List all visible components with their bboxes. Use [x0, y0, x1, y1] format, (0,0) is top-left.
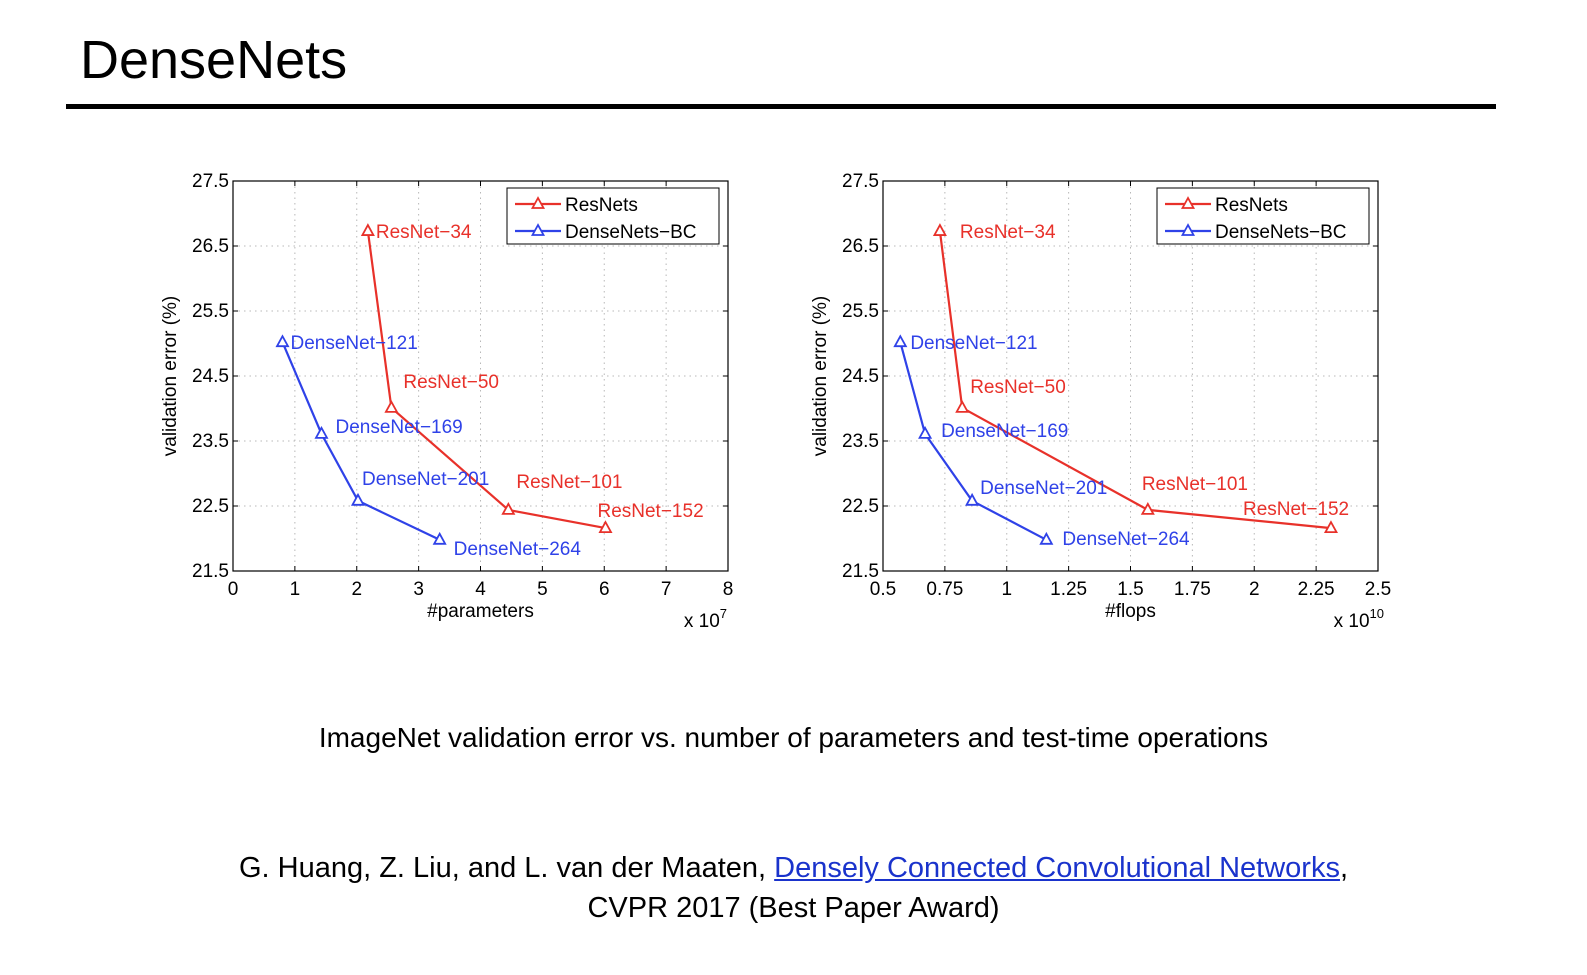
data-point-marker	[360, 223, 375, 236]
x-tick-label: 2	[1249, 579, 1260, 600]
x-tick-label: 7	[661, 579, 672, 600]
x-tick-label: 1	[1001, 579, 1012, 600]
series-line-densenets	[281, 341, 441, 541]
data-point-label: ResNet−101	[1142, 474, 1248, 495]
y-tick-label: 25.5	[192, 301, 229, 322]
y-tick-label: 21.5	[192, 561, 229, 582]
y-tick-label: 23.5	[842, 431, 879, 452]
x-tick-label: 5	[537, 579, 548, 600]
data-point-marker	[1039, 531, 1054, 545]
data-point-label: DenseNet−169	[335, 417, 462, 438]
data-point-label: DenseNet−264	[1062, 529, 1190, 550]
citation-venue: CVPR 2017 (Best Paper Award)	[587, 892, 1000, 924]
y-axis-label: validation error (%)	[810, 296, 831, 457]
legend-marker	[1180, 223, 1196, 236]
data-point-marker	[1323, 520, 1338, 534]
figure-caption: ImageNet validation error vs. number of …	[318, 722, 1269, 753]
data-point-label: ResNet−50	[970, 377, 1066, 398]
data-point-marker	[598, 520, 613, 534]
x-axis-label: #flops	[1105, 601, 1156, 622]
x-tick-label: 0.5	[870, 579, 896, 600]
data-point-marker	[350, 492, 366, 506]
data-point-marker	[965, 492, 980, 506]
x-multiplier-label: x 1010	[1334, 606, 1384, 632]
x-tick-label: 3	[413, 579, 424, 600]
x-tick-label: 1	[290, 579, 301, 600]
data-point-marker	[432, 531, 447, 545]
y-tick-label: 27.5	[192, 171, 229, 192]
x-tick-label: 4	[475, 579, 486, 600]
y-tick-label: 24.5	[842, 366, 879, 387]
y-tick-label: 21.5	[842, 561, 879, 582]
data-point-label: ResNet−152	[597, 501, 703, 522]
x-multiplier-label: x 107	[684, 606, 727, 632]
legend-label: ResNets	[1215, 195, 1288, 216]
data-point-label: DenseNet−201	[980, 478, 1107, 499]
x-tick-label: 6	[599, 579, 610, 600]
x-tick-label: 1.5	[1117, 579, 1143, 600]
y-tick-label: 22.5	[842, 496, 879, 517]
data-point-label: DenseNet−121	[910, 333, 1037, 354]
legend-label: DenseNets−BC	[565, 222, 696, 243]
slide-title: DenseNets	[80, 30, 348, 90]
chart-flops: 0.5 0.75 1 1.25 1.5 1.75 2 2.25 2.5 21.5 22.5 23.5 2…	[810, 171, 1391, 632]
data-point-label: ResNet−101	[516, 472, 622, 493]
paper-link[interactable]: Densely Connected Convolutional Networks	[774, 852, 1340, 884]
data-point-label: ResNet−50	[403, 372, 499, 393]
citation-line-1: G. Huang, Z. Liu, and L. van der Maaten,…	[0, 848, 1587, 888]
data-point-label: DenseNet−169	[941, 421, 1068, 442]
series-line-resnets	[938, 230, 1332, 530]
y-tick-label: 23.5	[192, 431, 229, 452]
x-tick-label: 1.25	[1050, 579, 1087, 600]
x-axis-label: #parameters	[427, 601, 534, 622]
x-tick-label: 0.75	[926, 579, 963, 600]
legend-marker	[1180, 196, 1196, 209]
legend-marker	[530, 223, 546, 236]
series-line-densenets	[899, 341, 1047, 541]
data-point-marker	[932, 223, 947, 236]
data-point-marker	[918, 425, 933, 439]
citation-comma: ,	[1339, 852, 1349, 884]
citation: G. Huang, Z. Liu, and L. van der Maaten,…	[0, 848, 1587, 928]
title-divider	[66, 104, 1496, 109]
citation-authors: G. Huang, Z. Liu, and L. van der Maaten,	[238, 852, 775, 884]
y-tick-label: 26.5	[842, 236, 879, 257]
y-tick-label: 26.5	[192, 236, 229, 257]
series-line-resnets	[366, 230, 606, 530]
x-tick-label: 2.25	[1298, 579, 1335, 600]
data-point-marker	[275, 334, 290, 348]
data-point-label: DenseNet−121	[291, 333, 418, 354]
x-tick-label: 2.5	[1365, 579, 1391, 600]
y-axis-label: validation error (%)	[160, 296, 181, 457]
y-tick-label: 25.5	[842, 301, 879, 322]
x-tick-label: 0	[228, 579, 239, 600]
data-point-marker	[893, 334, 908, 348]
legend-label: ResNets	[565, 195, 638, 216]
data-point-label: DenseNet−264	[454, 539, 582, 560]
data-point-marker	[384, 399, 399, 413]
data-point-label: DenseNet−201	[362, 469, 489, 490]
data-point-marker	[955, 399, 970, 413]
y-tick-label: 27.5	[842, 171, 879, 192]
legend-marker	[530, 196, 546, 209]
y-tick-label: 22.5	[192, 496, 229, 517]
data-point-label: ResNet−34	[376, 222, 472, 243]
x-tick-label: 8	[723, 579, 734, 600]
data-point-marker	[314, 425, 329, 439]
data-point-label: ResNet−34	[960, 222, 1056, 243]
y-tick-label: 24.5	[192, 366, 229, 387]
x-tick-label: 2	[351, 579, 362, 600]
chart-params: 0 1 2 3 4 5 6 7 8 21.5 22.5 23.5 24.5 25.5 26.5 27.5 #pa…	[160, 171, 734, 632]
x-tick-label: 1.75	[1174, 579, 1211, 600]
data-point-marker	[501, 502, 516, 515]
data-point-marker	[1140, 502, 1155, 515]
data-point-label: ResNet−152	[1243, 499, 1349, 520]
legend-label: DenseNets−BC	[1215, 222, 1346, 243]
